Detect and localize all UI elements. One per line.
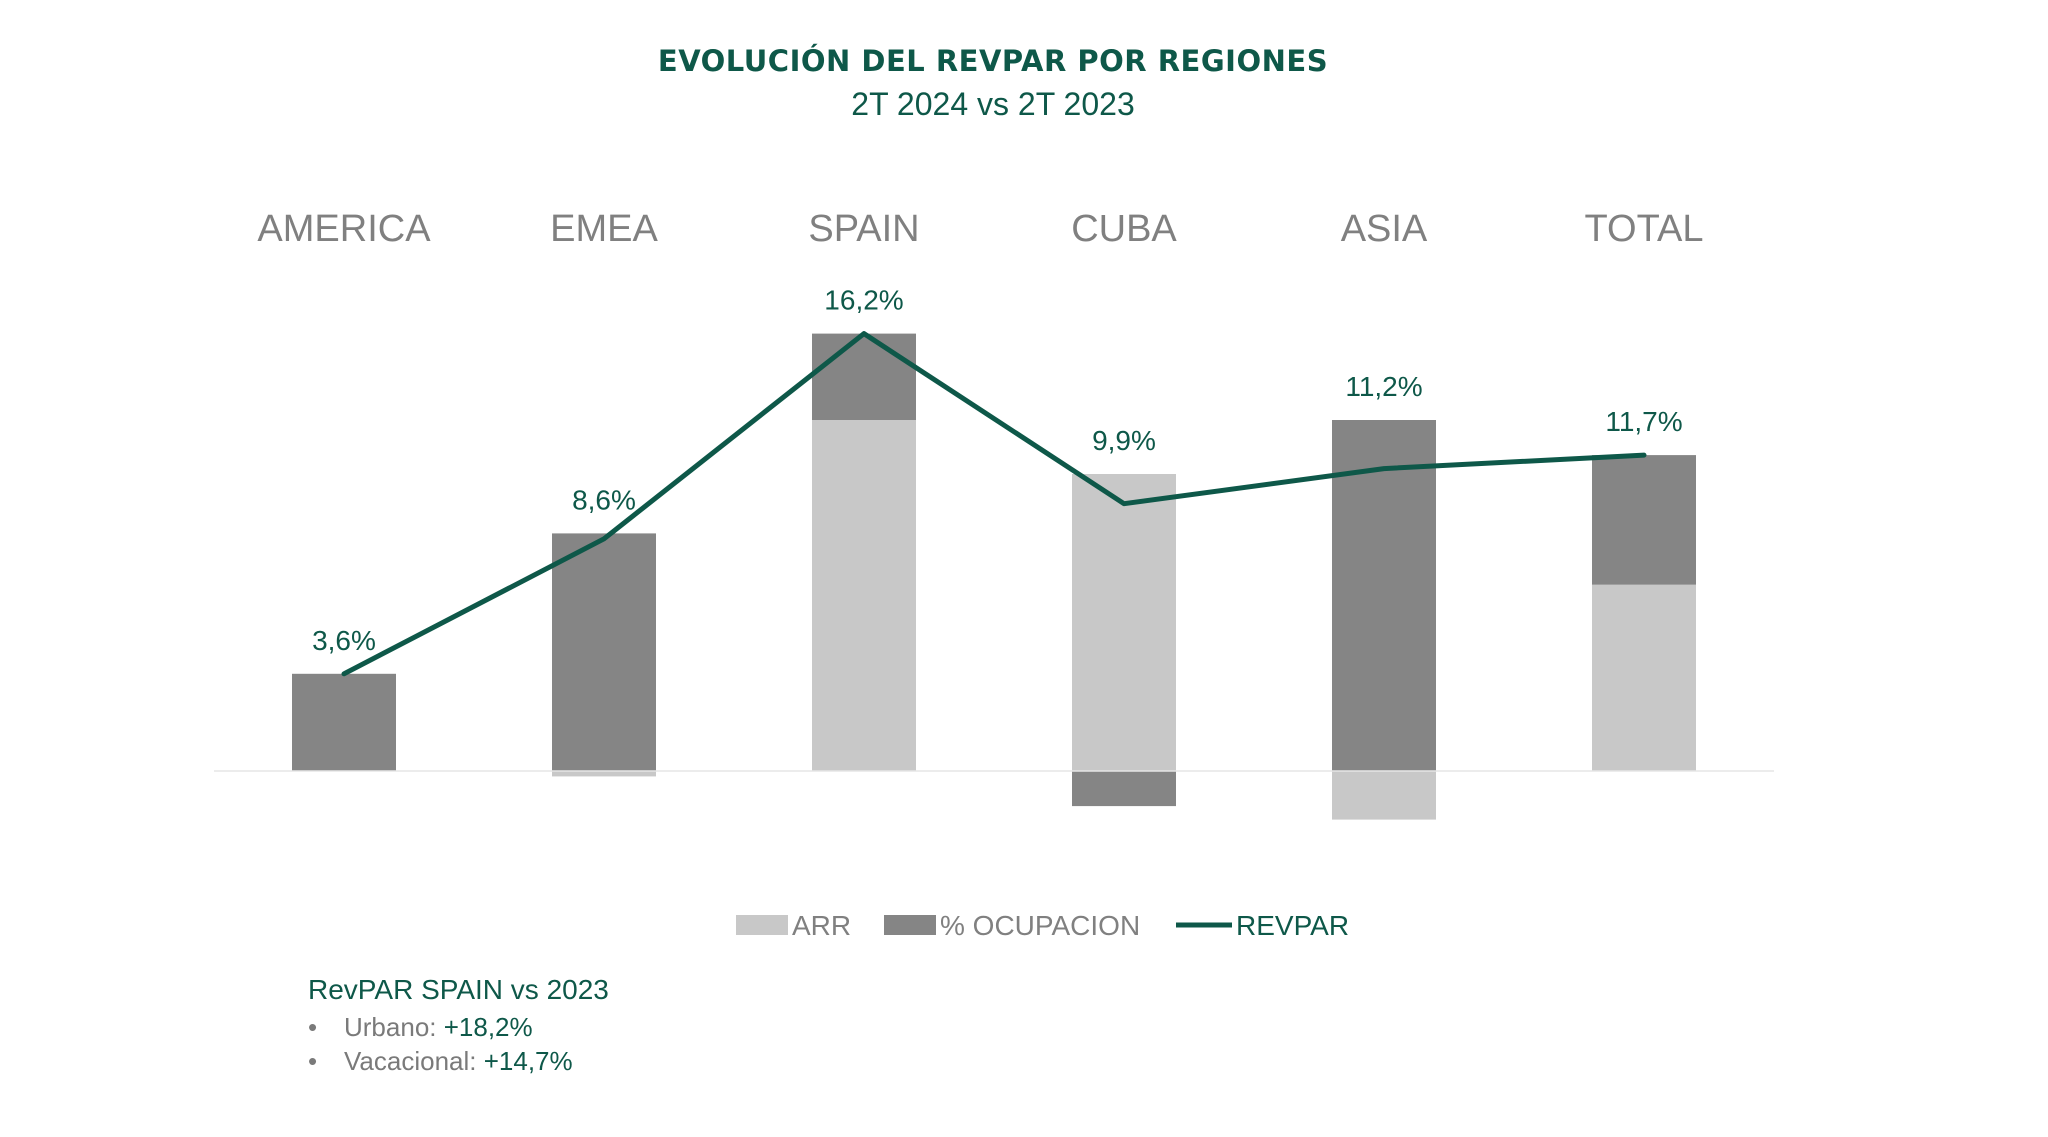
notes-heading: RevPAR SPAIN vs 2023 [308,974,609,1005]
data-label-asia: 11,2% [1345,371,1422,402]
bar-arr-cuba [1072,474,1176,771]
data-label-america: 3,6% [312,625,376,656]
chart-title: EVOLUCIÓN DEL REVPAR POR REGIONES [657,44,1329,78]
legend-label-revpar: REVPAR [1236,910,1349,941]
category-label-cuba: CUBA [1071,208,1177,250]
note-item-vacacional: • Vacacional: +14,7% [308,1044,609,1078]
category-label-emea: EMEA [550,208,658,250]
legend-label-arr: ARR [792,910,851,941]
data-label-emea: 8,6% [572,484,636,515]
bullet-icon: • [308,1012,318,1042]
bar-ocupacion-spain [812,333,916,420]
chart-subtitle: 2T 2024 vs 2T 2023 [851,86,1135,122]
category-label-spain: SPAIN [808,208,919,250]
category-label-america: AMERICA [257,208,431,250]
note-item-urbano: • Urbano: +18,2% [308,1010,609,1044]
note-label: Vacacional: [344,1046,477,1076]
bar-ocupacion-america [292,673,396,771]
bar-arr-spain [812,420,916,771]
bar-arr-asia [1332,771,1436,820]
note-value: +14,7% [483,1046,573,1076]
legend-swatch-ocupacion [884,915,936,935]
note-label: Urbano: [344,1012,437,1042]
bar-ocupacion-total [1592,455,1696,585]
revpar-chart: AMERICA EMEA SPAIN CUBA ASIA TOTAL 3,6% 8,6% 16,… [214,208,1774,941]
bar-arr-emea [552,771,656,777]
data-label-total: 11,7% [1605,406,1682,437]
bar-ocupacion-emea [552,533,656,771]
legend-swatch-arr [736,915,788,935]
category-label-total: TOTAL [1585,208,1704,250]
note-value: +18,2% [443,1012,533,1042]
legend-label-ocupacion: % OCUPACION [940,910,1140,941]
data-label-spain: 16,2% [824,285,903,316]
data-label-cuba: 9,9% [1092,425,1156,456]
notes-box: RevPAR SPAIN vs 2023 • Urbano: +18,2% • Va… [308,974,609,1078]
category-label-asia: ASIA [1341,208,1428,250]
bullet-icon: • [308,1046,318,1076]
bar-ocupacion-asia [1332,420,1436,771]
bar-ocupacion-cuba [1072,771,1176,807]
bar-arr-total [1592,584,1696,771]
revpar-line [341,331,1647,677]
